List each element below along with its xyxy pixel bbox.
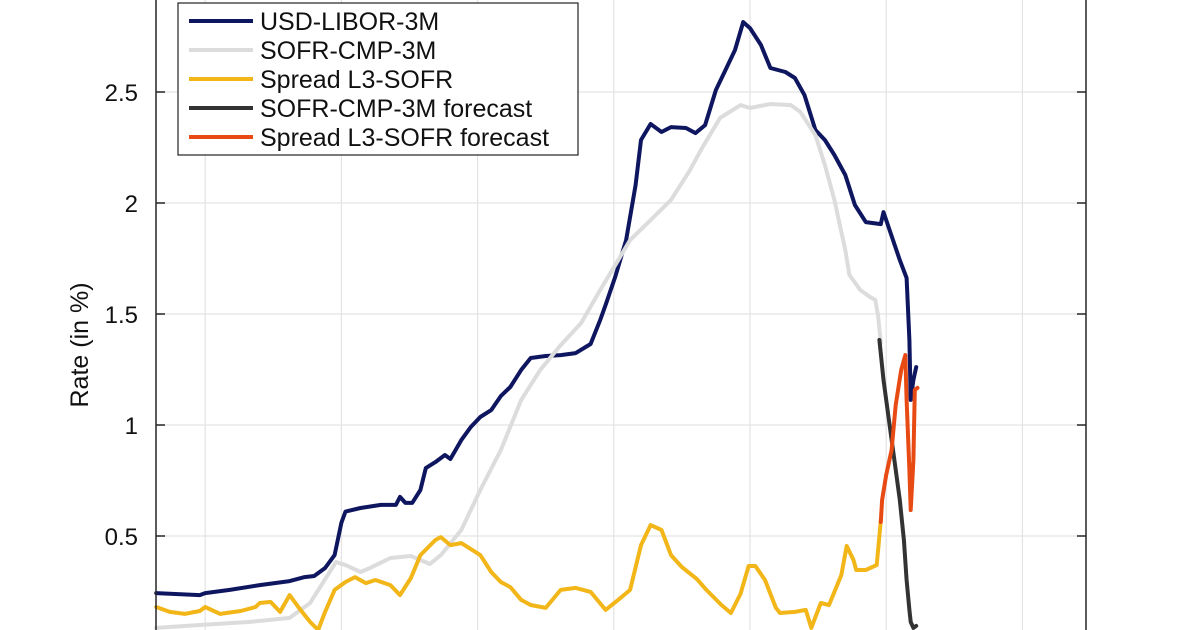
series-spread-l3-sofr-forecast [878,353,920,524]
legend: USD-LIBOR-3M SOFR-CMP-3M Spread L3-SOFR … [177,2,579,156]
series-usd-libor-3m [154,20,919,598]
legend-label: SOFR-CMP-3M [260,37,436,65]
legend-label: USD-LIBOR-3M [260,8,439,36]
legend-item-sofr-cmp-3m: SOFR-CMP-3M [189,37,436,65]
series-sofr-cmp-3m-forecast [877,338,919,630]
series-spread-l3-sofr [154,518,883,630]
y-axis-ticks: 0.5 1 1.5 2 2.5 [105,80,1086,551]
y-tick-label: 2 [125,191,138,218]
legend-label: Spread L3-SOFR [260,66,453,94]
y-tick-label: 0.5 [105,524,138,551]
legend-item-spread-l3-sofr: Spread L3-SOFR [189,66,453,94]
legend-item-sofr-cmp-3m-forecast: SOFR-CMP-3M forecast [189,95,532,123]
series-layer [154,20,920,630]
y-axis-title: Rate (in %) [66,282,94,407]
legend-label: Spread L3-SOFR forecast [260,124,549,152]
axes [155,0,1087,630]
y-tick-label: 1 [125,413,138,440]
series-sofr-cmp-3m [154,102,883,630]
y-tick-label: 1.5 [105,302,138,329]
legend-item-usd-libor-3m: USD-LIBOR-3M [189,8,439,36]
legend-item-spread-l3-sofr-forecast: Spread L3-SOFR forecast [189,124,549,152]
legend-label: SOFR-CMP-3M forecast [260,95,532,123]
y-tick-label: 2.5 [105,80,138,107]
